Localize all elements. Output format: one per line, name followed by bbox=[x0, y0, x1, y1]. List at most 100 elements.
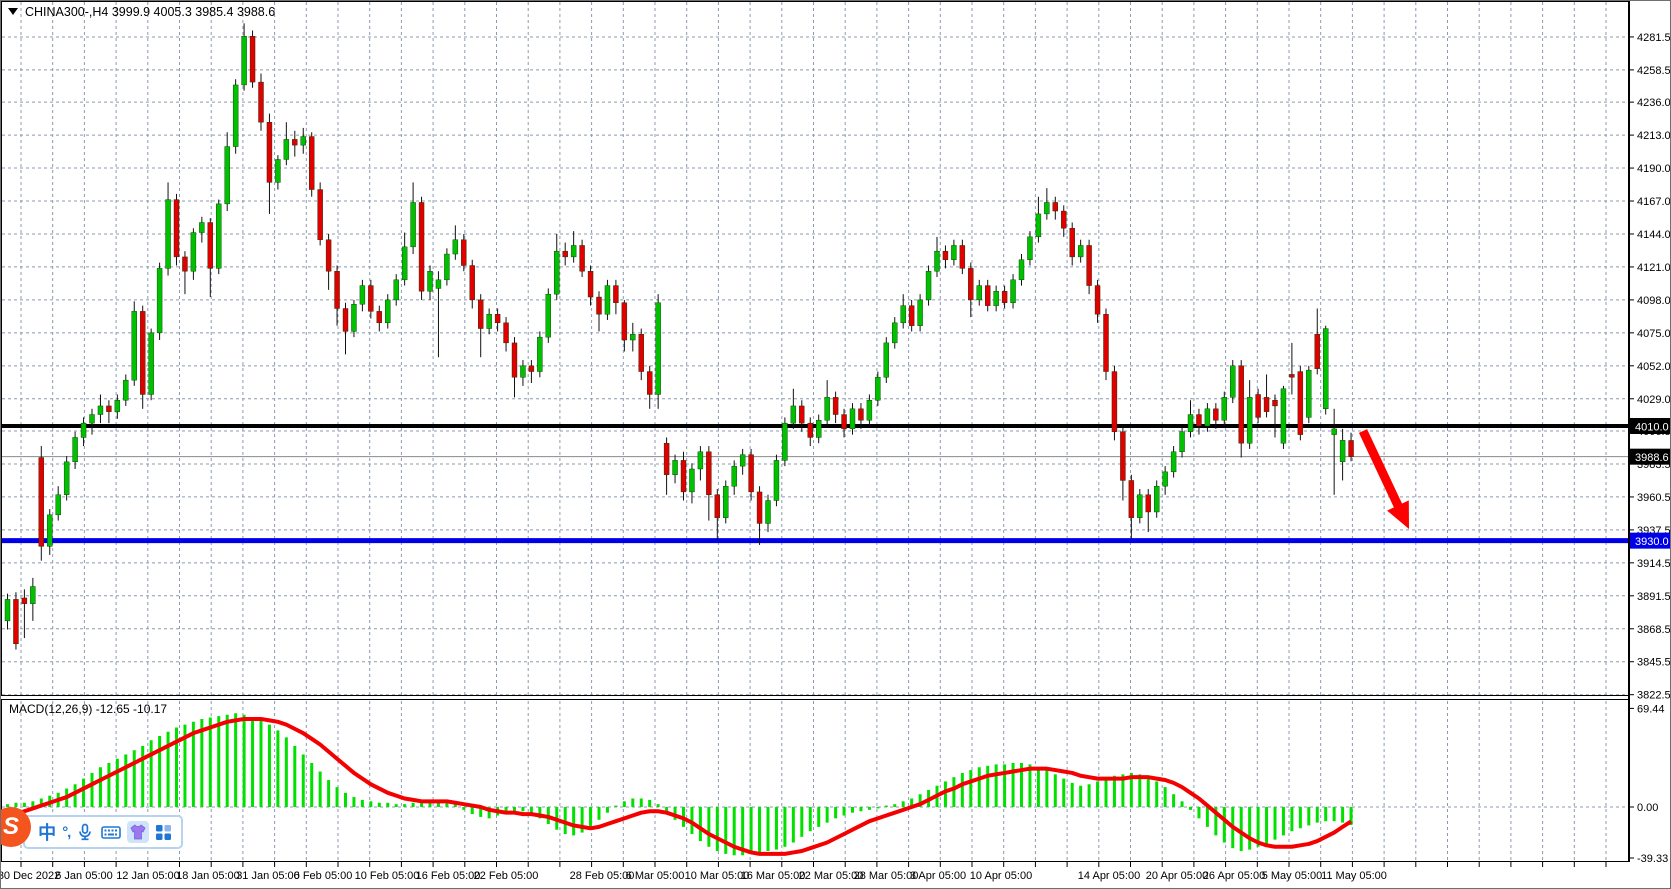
candle bbox=[97, 405, 104, 415]
time-tick-label: 22 Mar 05:00 bbox=[799, 870, 864, 882]
candle bbox=[1153, 485, 1160, 513]
candle bbox=[123, 379, 129, 401]
candle bbox=[190, 232, 197, 272]
candle bbox=[706, 451, 712, 495]
price-tick-label: 3845.5 bbox=[1637, 657, 1671, 669]
price-label-box bbox=[1630, 418, 1670, 434]
punctuation-mode-icon[interactable]: °, bbox=[62, 823, 71, 841]
candle bbox=[63, 461, 70, 495]
candle bbox=[680, 460, 687, 493]
candle bbox=[1001, 291, 1008, 303]
time-tick-label: 18 Jan 05:00 bbox=[176, 870, 240, 882]
candle bbox=[1255, 394, 1261, 418]
candle bbox=[503, 322, 509, 344]
time-tick-label: 14 Apr 05:00 bbox=[1078, 870, 1140, 882]
time-tick-label: 6 Feb 05:00 bbox=[294, 870, 353, 882]
candle bbox=[1246, 397, 1253, 444]
candle bbox=[1289, 374, 1295, 378]
candle bbox=[697, 451, 704, 470]
candle bbox=[748, 454, 754, 493]
candle bbox=[1179, 431, 1185, 452]
candle bbox=[182, 256, 188, 272]
trend-arrow-shaft[interactable] bbox=[1358, 429, 1404, 511]
microphone-icon[interactable] bbox=[76, 823, 94, 841]
candle bbox=[672, 460, 678, 475]
candle bbox=[461, 239, 467, 266]
candle bbox=[4, 599, 11, 622]
candle bbox=[630, 334, 636, 341]
candle bbox=[393, 279, 399, 301]
candle bbox=[173, 199, 180, 258]
candle bbox=[385, 299, 391, 324]
time-tick-label: 12 Jan 05:00 bbox=[116, 870, 180, 882]
macd-tick-label: 0.00 bbox=[1637, 802, 1658, 814]
trend-arrow-head[interactable] bbox=[1387, 500, 1409, 529]
candle bbox=[427, 271, 433, 292]
candle bbox=[604, 285, 611, 315]
skin-icon[interactable] bbox=[126, 821, 149, 843]
price-axis[interactable]: 4281.5 4258.5 4236.0 4213.0 4190.0 4167.0 4144… bbox=[1629, 1, 1671, 889]
candle bbox=[1111, 371, 1118, 432]
symbol-ohlc-title: CHINA300-,H4 3999.9 4005.3 3985.4 3988.6 bbox=[25, 5, 275, 19]
price-tick-label: 3891.5 bbox=[1637, 591, 1671, 603]
grid-lines bbox=[2, 2, 1629, 860]
candle bbox=[1322, 328, 1329, 410]
candle bbox=[554, 250, 560, 295]
price-label-box bbox=[1630, 448, 1670, 465]
candle bbox=[858, 408, 864, 421]
candle bbox=[21, 597, 28, 604]
price-tick-label: 4121.0 bbox=[1637, 262, 1671, 274]
soft-keyboard-icon[interactable] bbox=[100, 823, 121, 841]
candle bbox=[325, 239, 332, 272]
candle bbox=[1187, 414, 1194, 432]
time-tick-label: 5 May 05:00 bbox=[1262, 870, 1323, 882]
candle bbox=[655, 302, 661, 395]
candle bbox=[376, 311, 382, 324]
trend-arrow-annotation[interactable] bbox=[1358, 429, 1409, 529]
time-tick-label: 28 Mar 05:00 bbox=[854, 870, 919, 882]
candle bbox=[266, 122, 273, 183]
candle bbox=[114, 400, 121, 412]
candle bbox=[638, 334, 644, 372]
candle bbox=[292, 139, 298, 146]
candle bbox=[790, 405, 797, 424]
candle bbox=[900, 305, 906, 324]
candle bbox=[300, 136, 306, 146]
candle bbox=[1010, 279, 1016, 303]
price-tick-label: 4098.0 bbox=[1637, 295, 1671, 307]
candle bbox=[799, 405, 805, 424]
candle bbox=[1162, 471, 1168, 487]
chinese-mode-icon[interactable]: 中 bbox=[38, 823, 57, 843]
candle bbox=[47, 514, 53, 547]
candle bbox=[1339, 440, 1346, 463]
price-tick-label: 4236.0 bbox=[1637, 97, 1671, 109]
candle bbox=[351, 303, 357, 332]
candle bbox=[1263, 397, 1270, 412]
candle bbox=[866, 400, 873, 421]
candle bbox=[80, 422, 87, 438]
toolbox-icon[interactable] bbox=[155, 824, 172, 841]
candle bbox=[1103, 314, 1109, 372]
candle bbox=[959, 245, 966, 269]
price-level-lines[interactable] bbox=[1, 424, 1629, 544]
candle bbox=[1204, 408, 1211, 427]
candlestick-series bbox=[4, 23, 1354, 650]
time-tick-label: 6 Jan 05:00 bbox=[55, 870, 113, 882]
candle bbox=[587, 271, 594, 298]
price-tick-label: 4281.5 bbox=[1637, 32, 1671, 44]
candle bbox=[925, 271, 932, 301]
candle bbox=[1272, 400, 1278, 407]
time-tick-label: 31 Jan 05:00 bbox=[236, 870, 300, 882]
candle bbox=[486, 314, 492, 329]
candle bbox=[216, 203, 222, 269]
candle bbox=[807, 422, 813, 438]
candle bbox=[232, 84, 239, 147]
candle bbox=[258, 81, 264, 123]
chart-shift-triangle-icon[interactable] bbox=[8, 8, 18, 15]
candle bbox=[199, 222, 205, 233]
ime-toolbar[interactable]: 中 °, bbox=[23, 815, 183, 849]
candle bbox=[478, 299, 484, 329]
time-tick-label: 20 Apr 05:00 bbox=[1146, 870, 1208, 882]
